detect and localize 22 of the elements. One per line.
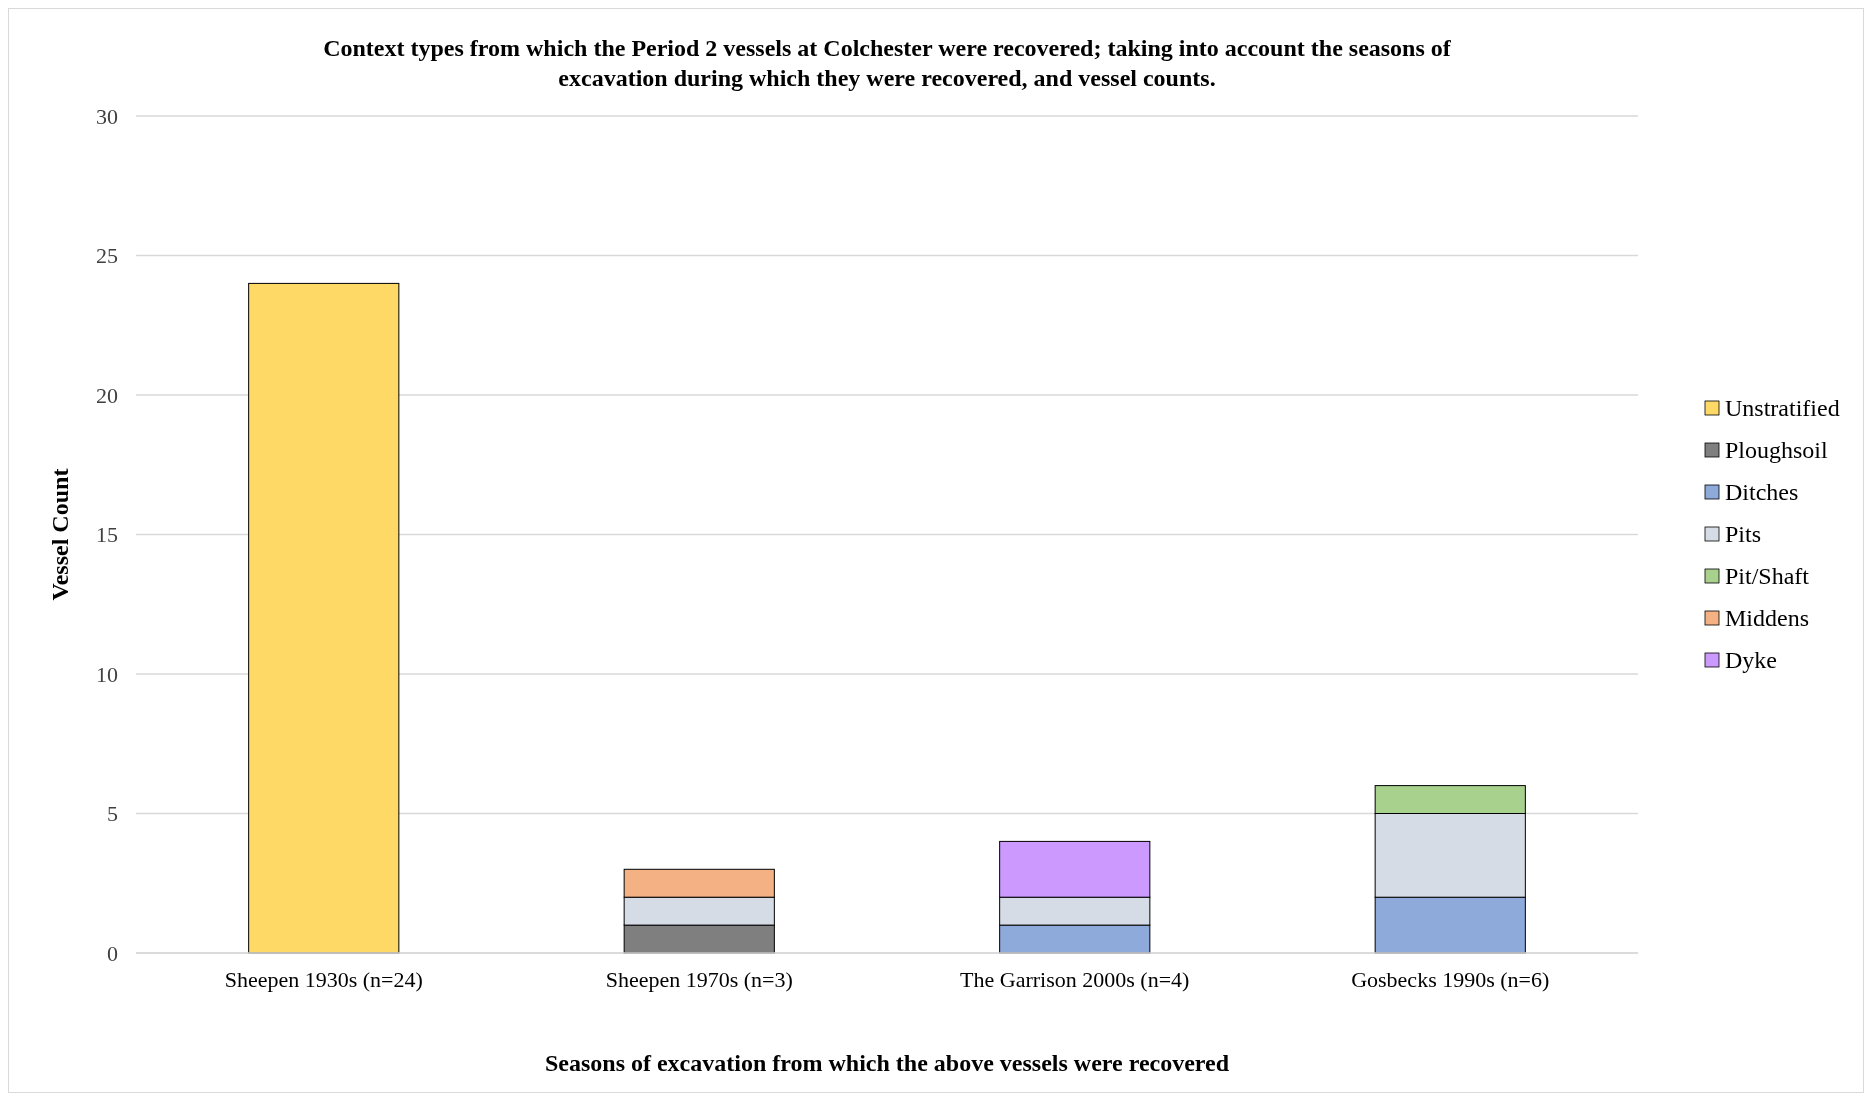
y-tick-label: 20 <box>96 382 118 408</box>
bar <box>248 282 400 954</box>
legend-label: Unstratified <box>1725 395 1840 422</box>
y-tick-label: 30 <box>96 103 118 129</box>
y-tick-label: 15 <box>96 522 118 548</box>
x-tick-label: Sheepen 1930s (n=24) <box>224 967 423 992</box>
x-axis-title: Seasons of excavation from which the above vessels were recovered <box>544 1050 1230 1076</box>
y-tick-label: 0 <box>107 940 118 966</box>
x-tick-label: Sheepen 1970s (n=3) <box>605 967 793 992</box>
chart-title: Context types from which the Period 2 vessels at Colchester were recovered; taking into account the seasons of excavation during which they were recovered, and vessel counts. <box>323 35 1452 91</box>
legend-label: Pits <box>1725 521 1762 548</box>
x-tick-label: Gosbecks 1990s (n=6) <box>1351 967 1550 992</box>
y-tick-label: 5 <box>107 801 118 827</box>
legend-label: Ditches <box>1725 479 1799 506</box>
y-tick-label: 10 <box>96 661 118 687</box>
legend-label: Middens <box>1725 605 1809 632</box>
x-tick-label: The Garrison 2000s (n=4) <box>960 967 1190 992</box>
legend-label: Ploughsoil <box>1725 437 1829 464</box>
y-tick-label: 25 <box>96 243 118 269</box>
legend-label: Dyke <box>1725 647 1777 674</box>
y-axis-title: Vessel Count <box>47 468 73 601</box>
legend-label: Pit/Shaft <box>1725 563 1810 590</box>
